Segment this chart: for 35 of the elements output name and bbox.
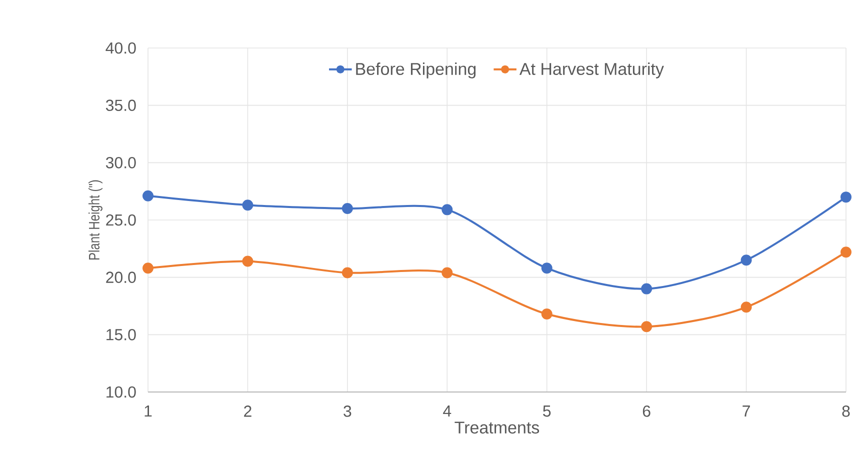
point xyxy=(840,246,852,258)
y-tick-label: 15.0 xyxy=(106,329,136,340)
point xyxy=(541,262,552,274)
x-tick-label: 7 xyxy=(742,406,750,417)
point xyxy=(740,302,752,313)
x-tick-label: 4 xyxy=(443,406,452,417)
point xyxy=(442,267,453,278)
point xyxy=(342,267,353,278)
point xyxy=(740,254,752,266)
point xyxy=(840,192,852,203)
point xyxy=(641,321,652,332)
x-tick-label: 1 xyxy=(144,406,152,417)
y-tick-label: 10.0 xyxy=(106,386,136,398)
x-tick-label: 5 xyxy=(543,406,551,417)
x-tick-label: 6 xyxy=(642,406,650,417)
point xyxy=(242,256,254,267)
legend-label: At Harvest Maturity xyxy=(519,62,664,78)
y-axis-title: Plant Height (") xyxy=(88,180,102,260)
point xyxy=(142,190,154,202)
point xyxy=(142,262,154,274)
y-tick-label: 40.0 xyxy=(106,42,136,54)
point xyxy=(541,308,552,320)
point xyxy=(242,200,254,211)
legend-label: Before Ripening xyxy=(356,62,476,78)
point xyxy=(641,283,652,294)
point xyxy=(442,204,453,216)
y-tick-label: 25.0 xyxy=(106,214,136,226)
y-tick-label: 30.0 xyxy=(106,157,136,168)
y-tick-label: 35.0 xyxy=(106,100,136,111)
x-axis-title: Treatments xyxy=(454,422,540,434)
y-tick-label: 20.0 xyxy=(106,272,136,283)
x-tick-label: 2 xyxy=(244,406,252,417)
x-tick-label: 3 xyxy=(344,406,352,417)
point xyxy=(342,203,353,214)
x-tick-label: 8 xyxy=(842,406,850,417)
